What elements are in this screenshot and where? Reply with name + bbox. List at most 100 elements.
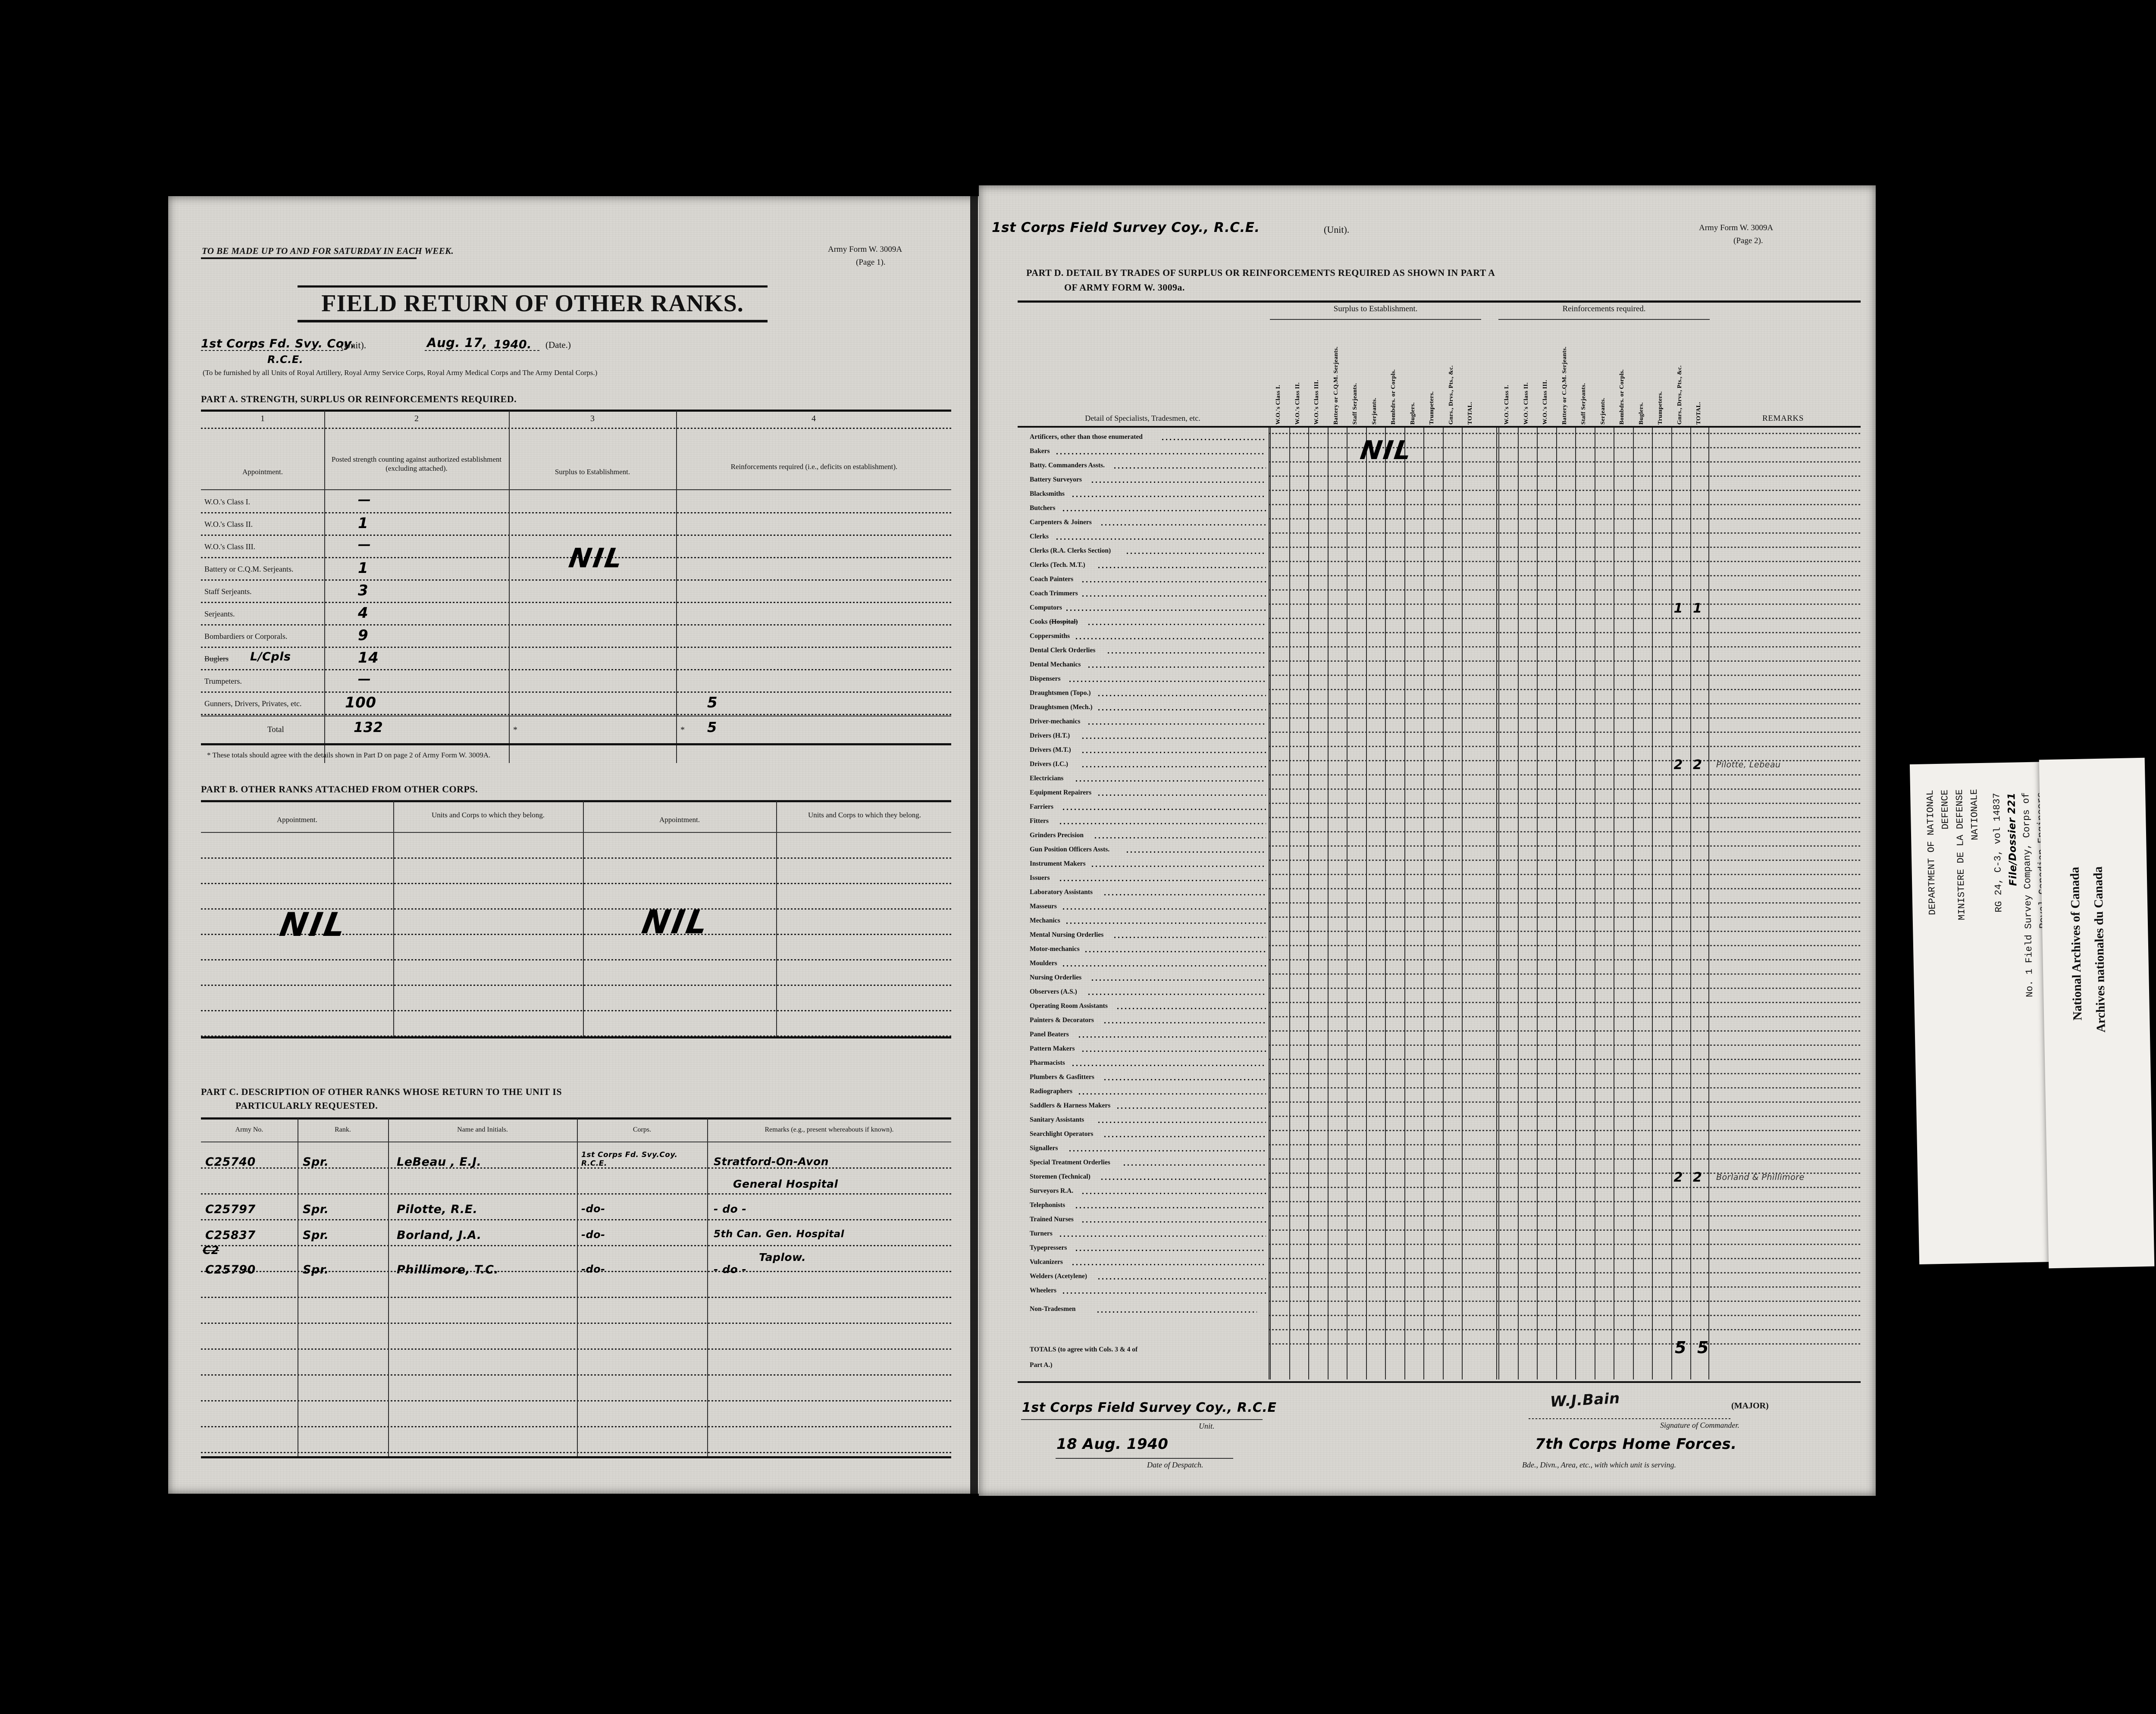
part-d-trade-label: Fitters bbox=[1030, 817, 1049, 825]
part-d-leader-dots bbox=[1082, 1221, 1266, 1223]
part-d-trade-label: Equipment Repairers bbox=[1030, 789, 1092, 796]
part-d-trade-label: Pattern Makers bbox=[1030, 1045, 1075, 1052]
part-d-vrule bbox=[1327, 428, 1329, 1379]
part-a-row-label: Staff Serjeants. bbox=[204, 587, 252, 596]
part-c-remarks-cont: General Hospital bbox=[733, 1178, 838, 1190]
part-a-row-reinf: 5 bbox=[707, 694, 718, 711]
part-d-trade-label: Welders (Acetylene) bbox=[1030, 1273, 1087, 1280]
part-d-col-header: Buglers. bbox=[1409, 402, 1416, 425]
archival-org-en: National Archives of Canada bbox=[2068, 866, 2085, 1021]
part-d-trade-label: Draughtsmen (Mech.) bbox=[1030, 704, 1093, 711]
part-d-row-rule bbox=[1269, 959, 1861, 960]
part-a-colnum-2: 2 bbox=[414, 414, 419, 423]
part-a-heading: PART A. STRENGTH, SURPLUS OR REINFORCEME… bbox=[201, 394, 517, 404]
part-d-leader-dots bbox=[1069, 681, 1266, 682]
part-d-vrule bbox=[1347, 428, 1348, 1379]
part-a-row-rule bbox=[201, 602, 951, 603]
part-d-col-header: Trumpeters. bbox=[1429, 391, 1435, 425]
part-d-leader-dots bbox=[1075, 780, 1266, 782]
part-d-trade-label: Carpenters & Joiners bbox=[1030, 519, 1092, 526]
part-d-trade-label: Issuers bbox=[1030, 874, 1050, 882]
part-d-leader-dots bbox=[1104, 1022, 1266, 1023]
part-a-row-rule bbox=[201, 557, 951, 558]
part-d-trade-label: Plumbers & Gasfitters bbox=[1030, 1073, 1094, 1081]
part-d-trade-label: Signallers bbox=[1030, 1145, 1058, 1152]
part-a-colhead-3: Surplus to Establishment. bbox=[555, 468, 630, 476]
part-a-row-posted: 9 bbox=[358, 627, 369, 644]
part-c-colhead-3: Name and Initials. bbox=[457, 1126, 508, 1133]
part-d-col-header: W.O.'s Class III. bbox=[1313, 380, 1320, 425]
part-d-trade-label: Clerks bbox=[1030, 533, 1049, 540]
punch-hole-bottom bbox=[60, 1004, 81, 1024]
part-d-vrule bbox=[1289, 428, 1290, 1379]
part-d-row-rule bbox=[1269, 1187, 1861, 1188]
part-d-row-rule bbox=[1269, 547, 1861, 548]
part-d-leader-dots bbox=[1162, 439, 1266, 440]
part-a-row-rule bbox=[201, 535, 951, 536]
part-a-surplus-nil: NIL bbox=[567, 542, 627, 574]
part-d-row-rule bbox=[1269, 845, 1861, 847]
part-a-row-posted: 4 bbox=[358, 604, 369, 622]
part-a-colhead-2: Posted strength counting against authori… bbox=[331, 455, 502, 473]
part-a-header-rule bbox=[201, 489, 951, 490]
part-d-vrule bbox=[1308, 428, 1309, 1379]
part-d-row-rule bbox=[1269, 1016, 1861, 1017]
part-c-remarks: 5th Can. Gen. Hospital bbox=[714, 1229, 844, 1240]
unit-label: (Unit). bbox=[341, 340, 367, 350]
part-c-rank: Spr. bbox=[303, 1203, 329, 1216]
part-d-trade-label: Nursing Orderlies bbox=[1030, 974, 1082, 981]
part-d-vrule bbox=[1633, 428, 1634, 1379]
part-b-colhead-4: Units and Corps to which they belong. bbox=[808, 811, 921, 819]
part-d-trade-label: Trained Nurses bbox=[1030, 1216, 1074, 1223]
part-d-row-rule bbox=[1269, 916, 1861, 918]
part-a-row-label-handwritten: L/Cpls bbox=[250, 650, 291, 663]
part-c-name: Borland, J.A. bbox=[397, 1229, 482, 1242]
part-b-colhead-2: Units and Corps to which they belong. bbox=[431, 811, 545, 819]
part-c-row-rule bbox=[201, 1323, 951, 1324]
part-c-corps: -do- bbox=[581, 1229, 605, 1241]
part-a-colnum-rule bbox=[201, 428, 951, 429]
part-a-total-posted: 132 bbox=[354, 719, 383, 735]
part-a-row-posted: 1 bbox=[358, 515, 369, 532]
title-rule-bottom bbox=[298, 320, 768, 322]
part-d-trade-label: Battery Surveyors bbox=[1030, 476, 1082, 483]
part-d-row-rule bbox=[1269, 518, 1861, 519]
archival-ref-2: File/Dossier 221 bbox=[2006, 792, 2019, 886]
part-d-trade-label: Laboratory Assistants bbox=[1030, 888, 1093, 896]
part-b-row-rule bbox=[201, 883, 951, 884]
part-d-remarks-header: REMARKS bbox=[1762, 414, 1804, 423]
part-d-col-header: W.O.'s Class I. bbox=[1504, 385, 1510, 425]
part-d-leader-dots bbox=[1127, 553, 1266, 554]
part-d-col-header: W.O.'s Class II. bbox=[1294, 382, 1301, 425]
part-d-leader-dots bbox=[1072, 1264, 1266, 1265]
form-number-page2: Army Form W. 3009A bbox=[1699, 223, 1774, 232]
part-b-top-rule bbox=[201, 800, 951, 802]
part-c-row-rule bbox=[201, 1297, 951, 1298]
instruction-text: TO BE MADE UP TO AND FOR SATURDAY IN EAC… bbox=[202, 246, 454, 256]
part-c-row-rule bbox=[201, 1452, 951, 1453]
part-c-name: LeBeau , E.J. bbox=[397, 1155, 482, 1169]
non-tradesmen-dots bbox=[1097, 1311, 1257, 1313]
part-d-trade-label: Drivers (H.T.) bbox=[1030, 732, 1070, 739]
part-a-colnum-4: 4 bbox=[812, 414, 816, 423]
part-d-vrule bbox=[1708, 428, 1709, 1379]
part-d-leader-dots bbox=[1114, 467, 1266, 469]
part-b-row-rule bbox=[201, 857, 951, 859]
part-d-col-header: TOTAL. bbox=[1695, 401, 1702, 425]
part-d-leader-dots bbox=[1098, 794, 1266, 796]
part-d-trade-label: Coach Trimmers bbox=[1030, 590, 1078, 597]
part-d-row-rule bbox=[1269, 1244, 1861, 1245]
part-d-col-header: Trumpeters. bbox=[1657, 391, 1664, 425]
part-d-trade-label: Pharmacists bbox=[1030, 1059, 1065, 1067]
part-d-leader-dots bbox=[1117, 1107, 1266, 1109]
part-d-leader-dots bbox=[1091, 866, 1266, 867]
part-d-row-rule bbox=[1269, 1002, 1861, 1003]
part-d-leader-dots bbox=[1101, 1179, 1266, 1180]
part-c-colhead-4: Corps. bbox=[633, 1126, 652, 1133]
part-d-leader-dots bbox=[1079, 1036, 1266, 1038]
part-d-leader-dots bbox=[1059, 880, 1266, 881]
part-b-entry-right: NIL bbox=[639, 903, 713, 941]
part-d-row-rule bbox=[1269, 1173, 1861, 1174]
part-d-leader-dots bbox=[1075, 1207, 1266, 1208]
